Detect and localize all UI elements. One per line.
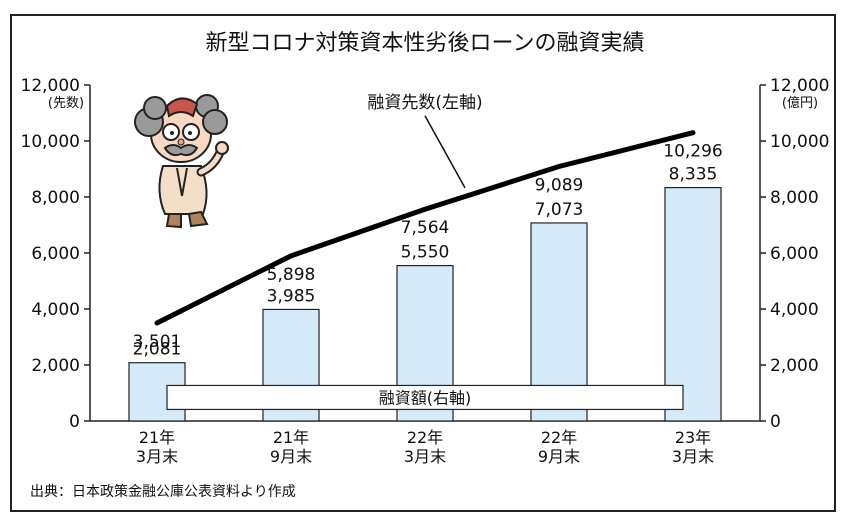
line-value-label: 7,564: [401, 218, 450, 238]
line-value-label: 9,089: [535, 176, 584, 196]
x-tick-label: 9月末: [270, 447, 312, 466]
bar-value-label: 3,985: [267, 286, 316, 306]
bar: [664, 187, 722, 422]
right-tick-label: 0: [770, 412, 781, 432]
right-tick-label: 10,000: [770, 132, 829, 152]
bar-value-label: 8,335: [669, 165, 718, 185]
chart-title: 新型コロナ対策資本性劣後ローンの融資実績: [206, 31, 645, 56]
left-tick-label: 2,000: [31, 356, 80, 376]
left-tick-label: 10,000: [21, 132, 80, 152]
x-tick-label: 22年: [407, 428, 443, 447]
line-value-label: 3,501: [133, 332, 182, 352]
right-tick-label: 4,000: [770, 300, 819, 320]
x-tick-label: 3月末: [672, 447, 714, 466]
bar-legend-box: [166, 384, 684, 411]
line-value-label: 10,296: [663, 142, 722, 162]
x-tick-label: 3月末: [404, 447, 446, 466]
left-axis-unit: (先数): [48, 96, 84, 111]
line-series: [154, 130, 696, 326]
right-axis-unit: (億円): [782, 95, 818, 111]
x-tick-label: 3月末: [136, 447, 178, 466]
line-value-label: 5,898: [267, 265, 316, 285]
right-tick-label: 12,000: [770, 76, 829, 96]
axes: 0 2,000 4,000 6,000 8,000 10,000 12,000 0 2,000 4…: [21, 76, 830, 466]
left-tick-label: 8,000: [31, 188, 80, 208]
left-tick-label: 12,000: [21, 76, 80, 96]
right-tick-label: 2,000: [770, 356, 819, 376]
x-tick-label: 22年: [541, 428, 577, 447]
x-tick-label: 21年: [139, 428, 175, 447]
source-note: 出典：日本政策金融公庫公表資料より作成: [30, 483, 296, 500]
bar-legend-label: 融資額(右軸): [379, 388, 472, 407]
bar-value-label: 7,073: [535, 200, 584, 220]
bar-value-label: 5,550: [401, 243, 450, 263]
x-tick-label: 21年: [273, 428, 309, 447]
line-legend-leader: [424, 115, 466, 189]
legends: 融資先数(左軸) 融資額(右軸): [166, 93, 684, 411]
x-tick-label: 9月末: [538, 447, 580, 466]
left-tick-label: 4,000: [31, 300, 80, 320]
line-path: [154, 130, 696, 326]
left-tick-label: 0: [69, 412, 80, 432]
data-labels: 2,081 3,985 5,550 7,073 8,335 3,501 5,898 7,564…: [133, 142, 723, 360]
mascot-illustration: [134, 94, 229, 229]
x-tick-label: 23年: [675, 428, 711, 447]
left-tick-label: 6,000: [31, 244, 80, 264]
bar-value-label: 2,081: [133, 340, 182, 360]
right-tick-label: 6,000: [770, 244, 819, 264]
right-tick-label: 8,000: [770, 188, 819, 208]
line-legend-label: 融資先数(左軸): [367, 93, 482, 113]
